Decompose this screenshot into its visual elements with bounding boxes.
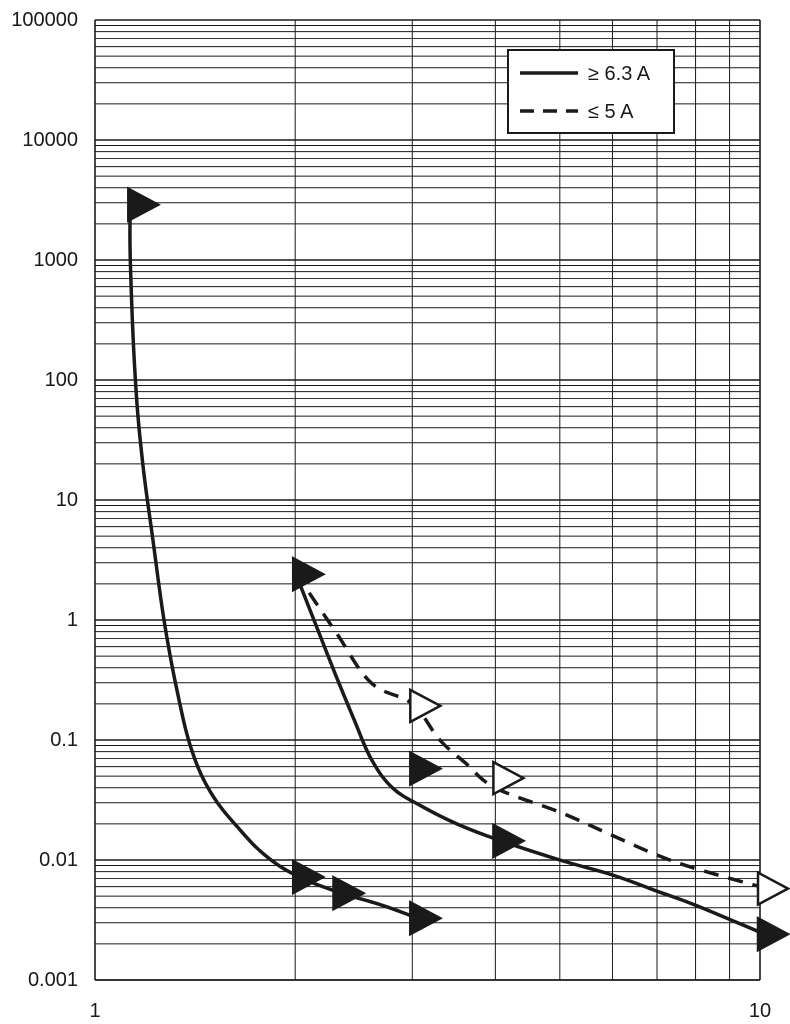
open-triangle-marker: [492, 760, 527, 797]
filled-triangle-marker: [127, 186, 161, 223]
y-tick-label: 10: [56, 489, 78, 511]
y-tick-label: 1: [67, 609, 78, 631]
legend: ≥ 6.3 A ≤ 5 A: [507, 49, 675, 134]
filled-triangle-marker: [332, 875, 367, 912]
y-tick-label: 1000: [34, 249, 79, 271]
plot-area: [128, 202, 761, 934]
x-tick-label: 10: [749, 1000, 771, 1022]
legend-box: [507, 49, 675, 134]
x-axis-ticks: 1 10: [89, 1000, 771, 1022]
filled-triangle-marker: [492, 822, 527, 859]
y-tick-label: 10000: [22, 129, 78, 151]
grid: [94, 19, 761, 981]
filled-triangle-marker: [409, 750, 443, 787]
filled-triangle-marker: [291, 556, 326, 593]
curve-markers: [127, 186, 790, 953]
legend-label: ≥ 6.3 A: [588, 63, 651, 85]
open-triangle-marker: [409, 687, 443, 724]
series-line-2: [293, 571, 761, 934]
y-tick-label: 100000: [11, 9, 78, 31]
y-tick-label: 100: [45, 369, 78, 391]
filled-triangle-marker: [409, 900, 443, 937]
series-line-3: [293, 571, 761, 889]
open-triangle-marker: [756, 870, 790, 907]
filled-triangle-marker: [756, 916, 790, 953]
legend-label: ≤ 5 A: [588, 101, 634, 123]
series-line-1: [128, 202, 413, 918]
x-tick-label: 1: [89, 1000, 100, 1022]
y-tick-label: 0.1: [50, 729, 78, 751]
filled-triangle-marker: [291, 858, 326, 896]
y-axis-ticks: 0.001 0.01 0.1 1 10 100 1000 10000 100000: [11, 9, 78, 991]
y-tick-label: 0.001: [28, 969, 78, 991]
y-tick-label: 0.01: [39, 849, 78, 871]
